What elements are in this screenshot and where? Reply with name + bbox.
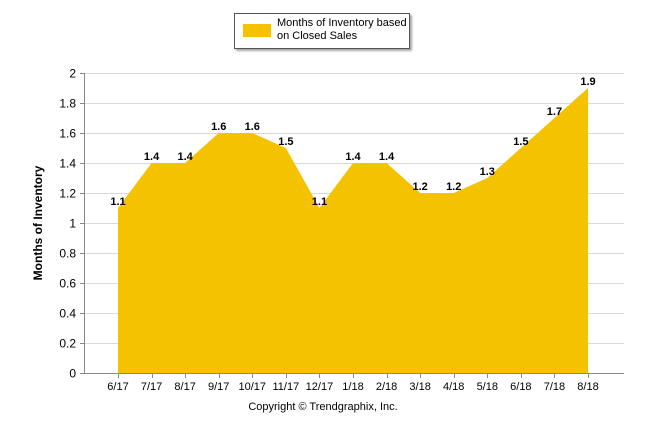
x-tick-label: 2/18 — [376, 381, 397, 393]
data-label: 1.5 — [513, 136, 528, 148]
x-tick-label: 8/18 — [577, 381, 598, 393]
legend-label: Months of Inventory based on Closed Sale… — [277, 17, 407, 42]
data-label: 1.7 — [547, 106, 562, 118]
x-tick-label: 12/17 — [306, 381, 334, 393]
legend-swatch — [243, 24, 271, 37]
y-tick-label: 2 — [69, 67, 76, 81]
data-label: 1.4 — [177, 151, 193, 163]
data-label: 1.1 — [110, 196, 125, 208]
data-label: 1.4 — [379, 151, 395, 163]
data-label: 1.2 — [446, 181, 461, 193]
x-tick-label: 9/17 — [208, 381, 229, 393]
y-tick-label: 0.6 — [59, 277, 76, 291]
x-tick-label: 7/17 — [141, 381, 162, 393]
y-tick-label: 0.8 — [59, 247, 76, 261]
x-tick-label: 3/18 — [409, 381, 430, 393]
data-label: 1.9 — [580, 76, 595, 88]
data-label: 1.5 — [278, 136, 293, 148]
y-tick-label: 1.2 — [59, 187, 76, 201]
y-tick-label: 1.8 — [59, 97, 76, 111]
y-tick-label: 0.4 — [59, 307, 76, 321]
data-label: 1.1 — [312, 196, 327, 208]
copyright-text: Copyright © Trendgraphix, Inc. — [248, 401, 398, 413]
x-tick-label: 10/17 — [239, 381, 267, 393]
x-tick-label: 4/18 — [443, 381, 464, 393]
data-label: 1.6 — [211, 121, 226, 133]
x-tick-label: 5/18 — [477, 381, 498, 393]
data-label: 1.6 — [245, 121, 260, 133]
data-label: 1.4 — [144, 151, 160, 163]
y-tick-label: 1.6 — [59, 127, 76, 141]
x-tick-label: 6/17 — [107, 381, 128, 393]
data-label: 1.3 — [480, 166, 495, 178]
x-tick-label: 8/17 — [174, 381, 195, 393]
x-tick-label: 6/18 — [510, 381, 531, 393]
data-label: 1.4 — [345, 151, 361, 163]
x-tick-label: 7/18 — [544, 381, 565, 393]
legend: Months of Inventory based on Closed Sale… — [234, 13, 410, 49]
x-tick-label: 1/18 — [342, 381, 363, 393]
data-label: 1.2 — [412, 181, 427, 193]
series-area — [118, 88, 588, 373]
y-axis-title: Months of Inventory — [31, 165, 45, 280]
x-tick-label: 11/17 — [272, 381, 299, 393]
y-tick-label: 0 — [69, 367, 76, 381]
y-tick-label: 1.4 — [59, 157, 76, 171]
y-tick-label: 1 — [69, 217, 76, 231]
y-tick-label: 0.2 — [59, 337, 76, 351]
